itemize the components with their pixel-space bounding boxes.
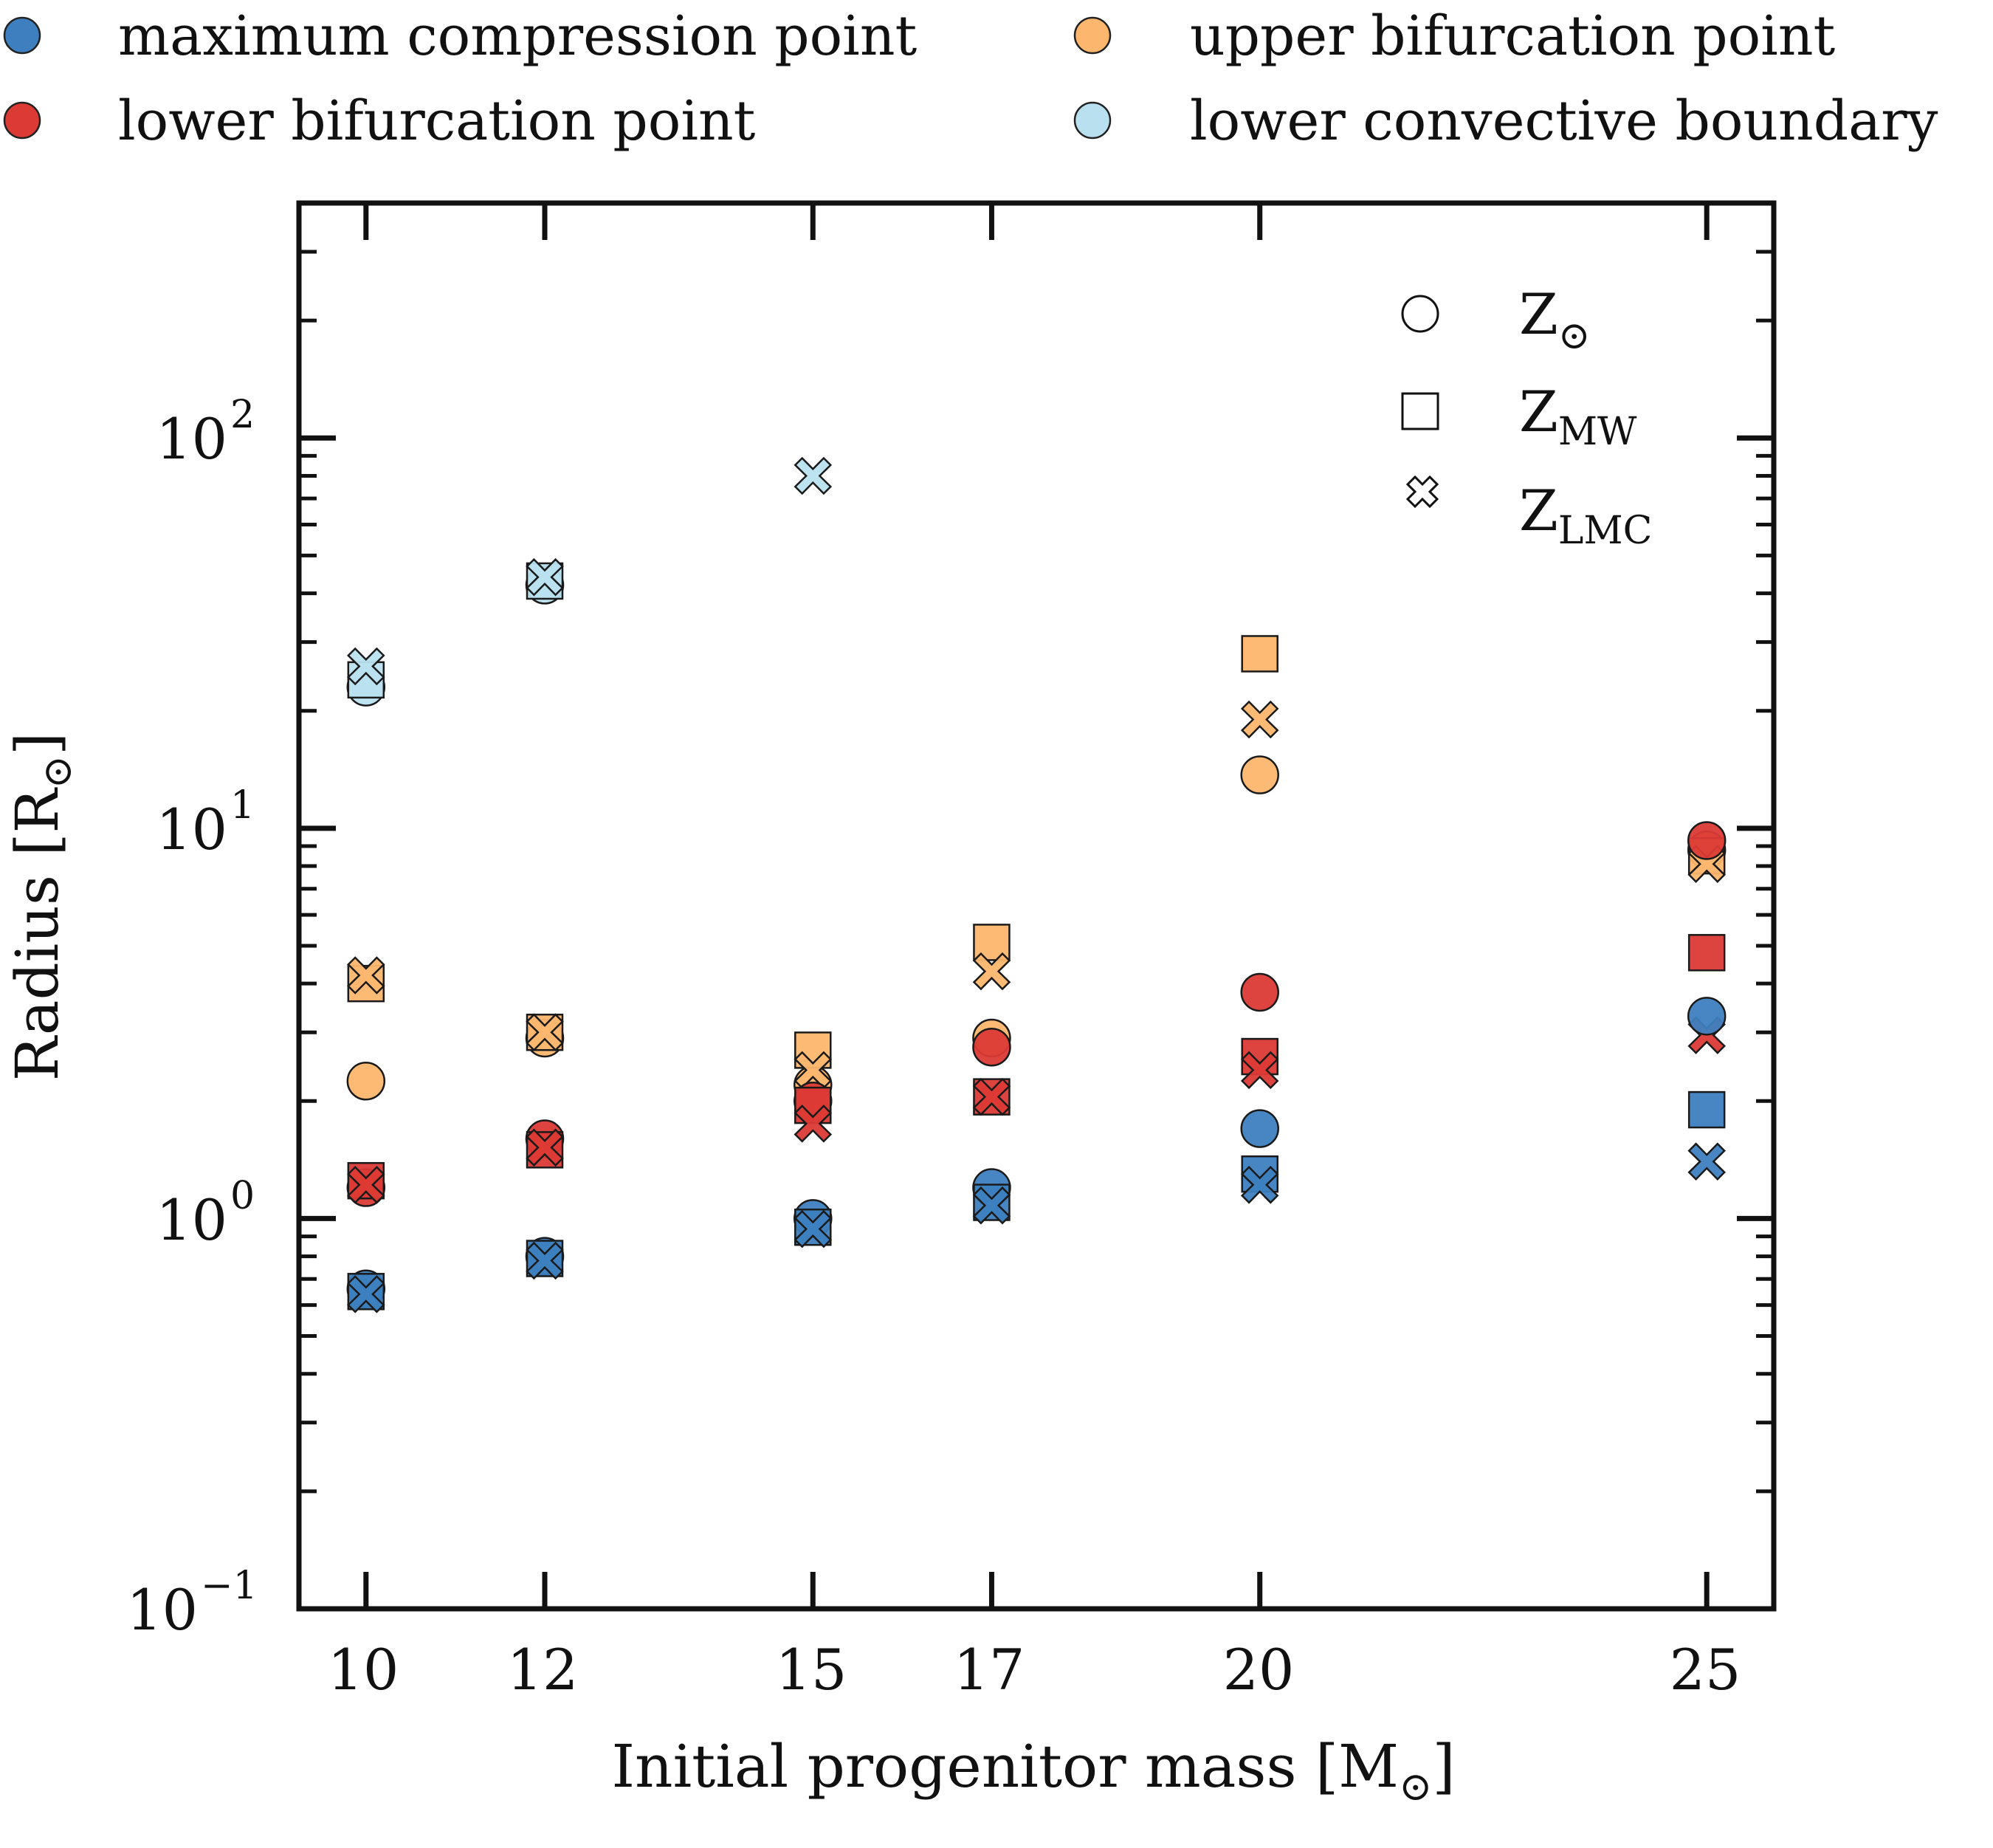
x-tick-label: 25 xyxy=(1670,1637,1741,1703)
data-point-circle xyxy=(1687,821,1727,860)
data-point-cross xyxy=(794,456,833,495)
data-point-square xyxy=(1687,1090,1726,1129)
marker-legend: Z⊙ ZMW ZLMC xyxy=(1401,281,1652,553)
data-point-circle xyxy=(1240,972,1279,1012)
legend-swatch-lower-convective xyxy=(1073,101,1112,140)
data-point-cross xyxy=(526,1013,564,1051)
data-point-cross xyxy=(347,956,385,995)
y-tick-exponent: 2 xyxy=(230,393,255,437)
legend-swatch-maximum-compression xyxy=(3,16,41,55)
x-tick-label: 17 xyxy=(954,1637,1025,1703)
x-tick-label: 12 xyxy=(507,1637,579,1703)
data-point-circle xyxy=(1240,1109,1279,1148)
data-point-cross xyxy=(794,1051,833,1090)
y-tick-exponent: 1 xyxy=(230,783,255,828)
y-tick-label: 10 xyxy=(156,797,227,862)
y-tick-labels: 10 −1 10 0 10 1 10 2 xyxy=(126,393,257,1643)
legend-marker-square xyxy=(1401,392,1439,430)
legend-label-lower-bifurcation: lower bifurcation point xyxy=(118,89,756,153)
x-tick-label: 10 xyxy=(328,1637,399,1703)
data-point-circle xyxy=(346,1062,386,1101)
data-point-cross xyxy=(1240,700,1279,739)
legend-label-zmw: ZMW xyxy=(1519,379,1637,454)
data-point-cross xyxy=(794,1105,833,1143)
legend-label-lower-convective: lower convective boundary xyxy=(1190,89,1938,153)
legend-marker-circle xyxy=(1401,295,1439,333)
data-point-cross xyxy=(526,557,564,597)
data-point-circle xyxy=(972,1027,1011,1067)
data-point-square xyxy=(1687,934,1726,972)
x-tick-label: 20 xyxy=(1223,1637,1295,1703)
legend-marker-cross xyxy=(1405,475,1439,509)
data-point-circle xyxy=(1240,755,1279,794)
data-point-cross xyxy=(794,1209,833,1248)
data-point-cross xyxy=(347,647,385,686)
data-point-square xyxy=(1241,635,1278,673)
y-axis-label: Radius [R⊙] xyxy=(3,732,80,1081)
data-points xyxy=(346,456,1727,1313)
y-tick-label: 10 xyxy=(156,1187,227,1253)
y-tick-label: 10 xyxy=(156,406,227,472)
x-tick-labels: 10 12 15 17 20 25 xyxy=(328,1637,1741,1703)
data-point-cross xyxy=(347,1275,385,1313)
color-legend: maximum compression point upper bifurcat… xyxy=(3,4,1938,153)
legend-swatch-upper-bifurcation xyxy=(1073,16,1112,55)
data-point-circle xyxy=(1687,997,1727,1036)
data-point-cross xyxy=(972,1186,1011,1225)
data-point-cross xyxy=(526,1241,564,1280)
data-point-cross xyxy=(1240,1166,1279,1204)
legend-label-maximum-compression: maximum compression point xyxy=(118,4,918,68)
data-point-cross xyxy=(972,952,1011,991)
data-point-cross xyxy=(347,1166,385,1204)
x-tick-label: 15 xyxy=(776,1637,847,1703)
y-tick-label: 10 xyxy=(126,1577,198,1643)
data-point-cross xyxy=(972,1077,1011,1116)
x-axis-label: Initial progenitor mass [M⊙] xyxy=(611,1732,1455,1810)
legend-swatch-lower-bifurcation xyxy=(3,101,41,140)
plot-frame xyxy=(296,200,1777,1612)
legend-label-zsun: Z⊙ xyxy=(1519,281,1590,358)
legend-label-zlmc: ZLMC xyxy=(1519,478,1652,553)
data-point-cross xyxy=(526,1128,564,1167)
data-point-cross xyxy=(1240,1051,1279,1090)
data-point-cross xyxy=(1687,1142,1726,1181)
legend-label-upper-bifurcation: upper bifurcation point xyxy=(1190,4,1835,68)
y-tick-exponent: −1 xyxy=(201,1564,258,1608)
y-tick-exponent: 0 xyxy=(230,1174,255,1218)
